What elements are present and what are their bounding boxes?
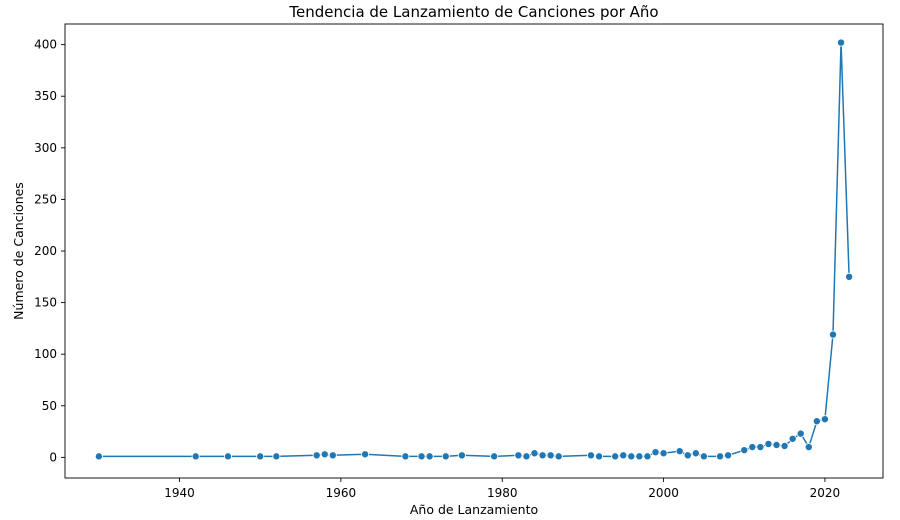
chart-title: Tendencia de Lanzamiento de Canciones po… (288, 3, 658, 21)
y-tick-label: 50 (42, 399, 57, 413)
data-point (740, 446, 749, 455)
y-tick-label: 100 (34, 347, 57, 361)
x-tick-label: 1940 (164, 486, 195, 500)
data-point (651, 448, 660, 457)
data-point (699, 452, 708, 461)
data-point (611, 452, 620, 461)
y-tick-label: 300 (34, 141, 57, 155)
data-point (845, 272, 854, 281)
data-point (635, 452, 644, 461)
data-point (788, 434, 797, 443)
data-point (724, 451, 733, 460)
data-point (812, 417, 821, 426)
y-tick-label: 200 (34, 244, 57, 258)
x-tick-label: 2020 (810, 486, 841, 500)
data-point (538, 451, 547, 460)
data-point (417, 452, 426, 461)
data-point (804, 443, 813, 452)
data-point (94, 452, 103, 461)
data-point (554, 452, 563, 461)
x-tick-label: 1960 (326, 486, 357, 500)
x-axis-label: Año de Lanzamiento (410, 502, 538, 517)
data-point (441, 452, 450, 461)
y-axis-label: Número de Canciones (11, 182, 26, 320)
data-point (748, 443, 757, 452)
data-point (764, 439, 773, 448)
y-tick-label: 150 (34, 296, 57, 310)
data-point (772, 440, 781, 449)
data-point (256, 452, 265, 461)
data-point (328, 451, 337, 460)
data-point (627, 452, 636, 461)
data-point (716, 452, 725, 461)
data-point (820, 415, 829, 424)
data-point (546, 451, 555, 460)
y-axis-ticks: 0 50 100 150 200 250 300 350 400 (34, 38, 65, 464)
data-point (595, 452, 604, 461)
data-point (796, 429, 805, 438)
y-tick-label: 250 (34, 192, 57, 206)
y-tick-label: 0 (49, 450, 57, 464)
data-point (522, 452, 531, 461)
data-point (457, 451, 466, 460)
data-point (361, 450, 370, 459)
data-point (683, 451, 692, 460)
data-point (191, 452, 200, 461)
data-point (586, 451, 595, 460)
data-point (272, 452, 281, 461)
x-tick-label: 2000 (648, 486, 679, 500)
data-point (530, 449, 539, 458)
data-point (675, 447, 684, 456)
y-tick-label: 350 (34, 89, 57, 103)
data-point (691, 449, 700, 458)
plot-area (65, 24, 883, 478)
data-point (619, 451, 628, 460)
plot-frame (64, 23, 884, 479)
x-axis-ticks: 1940 1960 1980 2000 2020 (164, 478, 840, 500)
data-point (490, 452, 499, 461)
y-tick-label: 400 (34, 38, 57, 52)
data-point (223, 452, 232, 461)
x-tick-label: 1980 (487, 486, 518, 500)
data-point (643, 452, 652, 461)
data-point (828, 330, 837, 339)
data-point (659, 449, 668, 458)
data-point (780, 442, 789, 451)
series-layer (94, 38, 854, 461)
data-point (425, 452, 434, 461)
data-point (312, 451, 321, 460)
data-point (756, 443, 765, 452)
data-point (514, 451, 523, 460)
data-point (320, 450, 329, 459)
data-point (401, 452, 410, 461)
data-point (837, 38, 846, 47)
